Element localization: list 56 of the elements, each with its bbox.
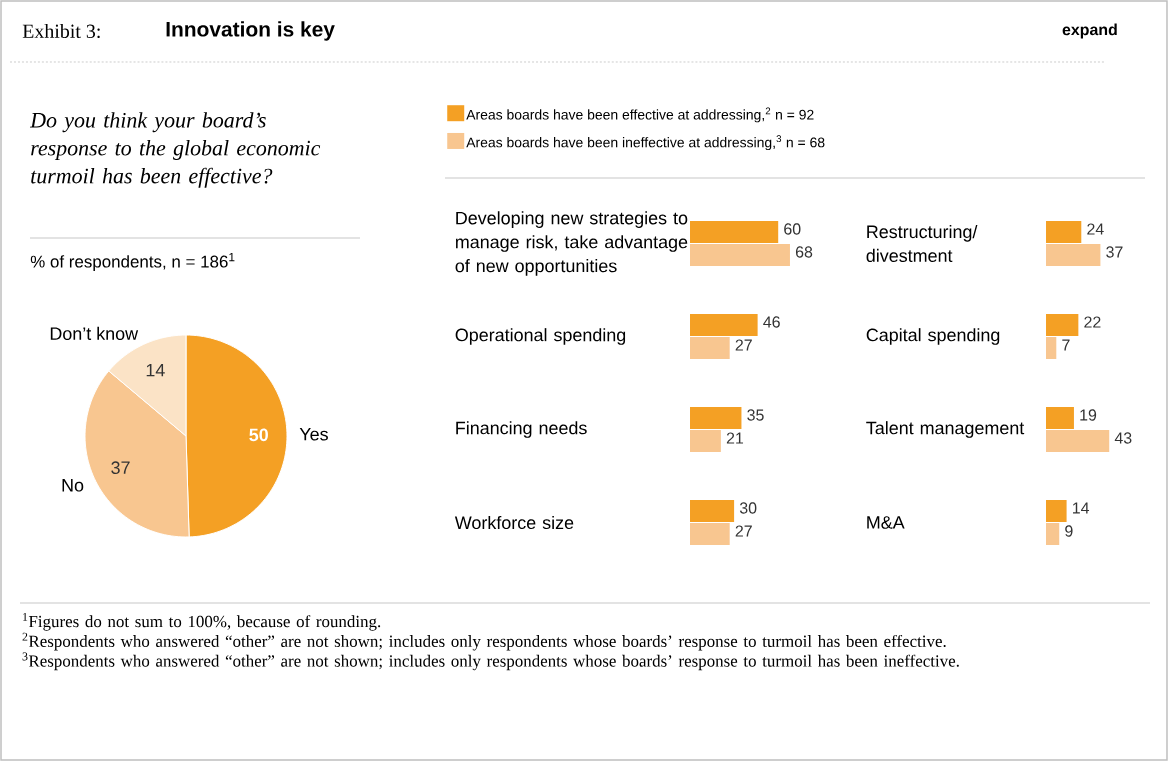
bar	[1046, 430, 1110, 453]
text: $^{3}$Respondents who answered “other” are not shown; includes only respondents whose boards’ response to turmoil has been ineffective.	[22, 652, 959, 671]
bar	[1046, 337, 1057, 360]
data-label: 50	[249, 428, 268, 442]
data-label: 24	[1087, 223, 1104, 235]
text: Innovation is key	[166, 21, 335, 41]
y-tick-label: Restructuring/ divestment	[866, 224, 978, 263]
data-label: 30	[739, 502, 757, 514]
y-tick-label: Capital spending	[866, 328, 1000, 345]
data-label: 14	[146, 363, 165, 377]
data-label: 19	[1080, 409, 1097, 421]
slice-label: Don’t know	[50, 326, 139, 341]
text: expand	[1062, 23, 1117, 39]
y-tick-label: M&A	[867, 516, 905, 529]
bar	[1046, 221, 1082, 243]
data-label: 22	[1084, 316, 1101, 328]
text: $^{2}$Respondents who answered “other” are not shown; includes only respondents whose boards’ response to turmoil has been effective.	[22, 632, 946, 651]
data-label: 37	[1106, 246, 1123, 258]
data-label: 60	[784, 223, 801, 235]
bar	[690, 500, 735, 522]
bar	[690, 244, 790, 267]
bar	[690, 523, 730, 546]
bar	[1046, 523, 1060, 546]
y-tick-label: Operational spending	[455, 328, 626, 345]
chart-title: Do you think your board’s response to the global economic turmoil has been effective?	[29, 112, 321, 188]
data-label: 27	[735, 525, 752, 537]
text: $^{1}$Figures do not sum to 100%, because of rounding.	[23, 612, 381, 631]
data-label: 68	[795, 246, 813, 258]
data-label: 14	[1073, 502, 1090, 514]
slice-label: Yes	[299, 427, 328, 441]
slice-label: No	[62, 479, 84, 492]
bar	[1046, 500, 1067, 522]
legend-label: Areas boards have been effective at addressing,$^{2}$ n = 92	[466, 107, 814, 123]
bar	[1046, 407, 1074, 429]
bar	[690, 314, 758, 336]
bar	[690, 221, 779, 243]
data-label: 27	[735, 339, 752, 351]
y-tick-label: Financing needs	[456, 421, 587, 438]
y-tick-label: Workforce size	[454, 515, 574, 530]
y-tick-label: Talent management	[866, 421, 1025, 438]
text: Exhibit 3:	[22, 23, 100, 39]
legend-label: Areas boards have been ineffective at addressing,$^{3}$ n = 68	[466, 135, 825, 151]
data-label: 9	[1065, 525, 1073, 537]
data-label: 37	[111, 461, 130, 475]
chart-subtitle: % of respondents, n = 186$^{1}$	[30, 253, 235, 271]
data-label: 7	[1062, 339, 1070, 351]
data-label: 21	[726, 432, 744, 444]
bar	[690, 337, 730, 360]
data-label: 43	[1114, 432, 1132, 444]
data-label: 46	[763, 316, 780, 328]
data-label: 35	[747, 409, 764, 421]
y-tick-label: Developing new strategies to manage risk, take advantage of new opportunities	[455, 211, 688, 276]
bar	[690, 430, 721, 453]
bar	[690, 407, 742, 429]
bar	[1046, 244, 1101, 267]
bar	[1046, 314, 1079, 336]
